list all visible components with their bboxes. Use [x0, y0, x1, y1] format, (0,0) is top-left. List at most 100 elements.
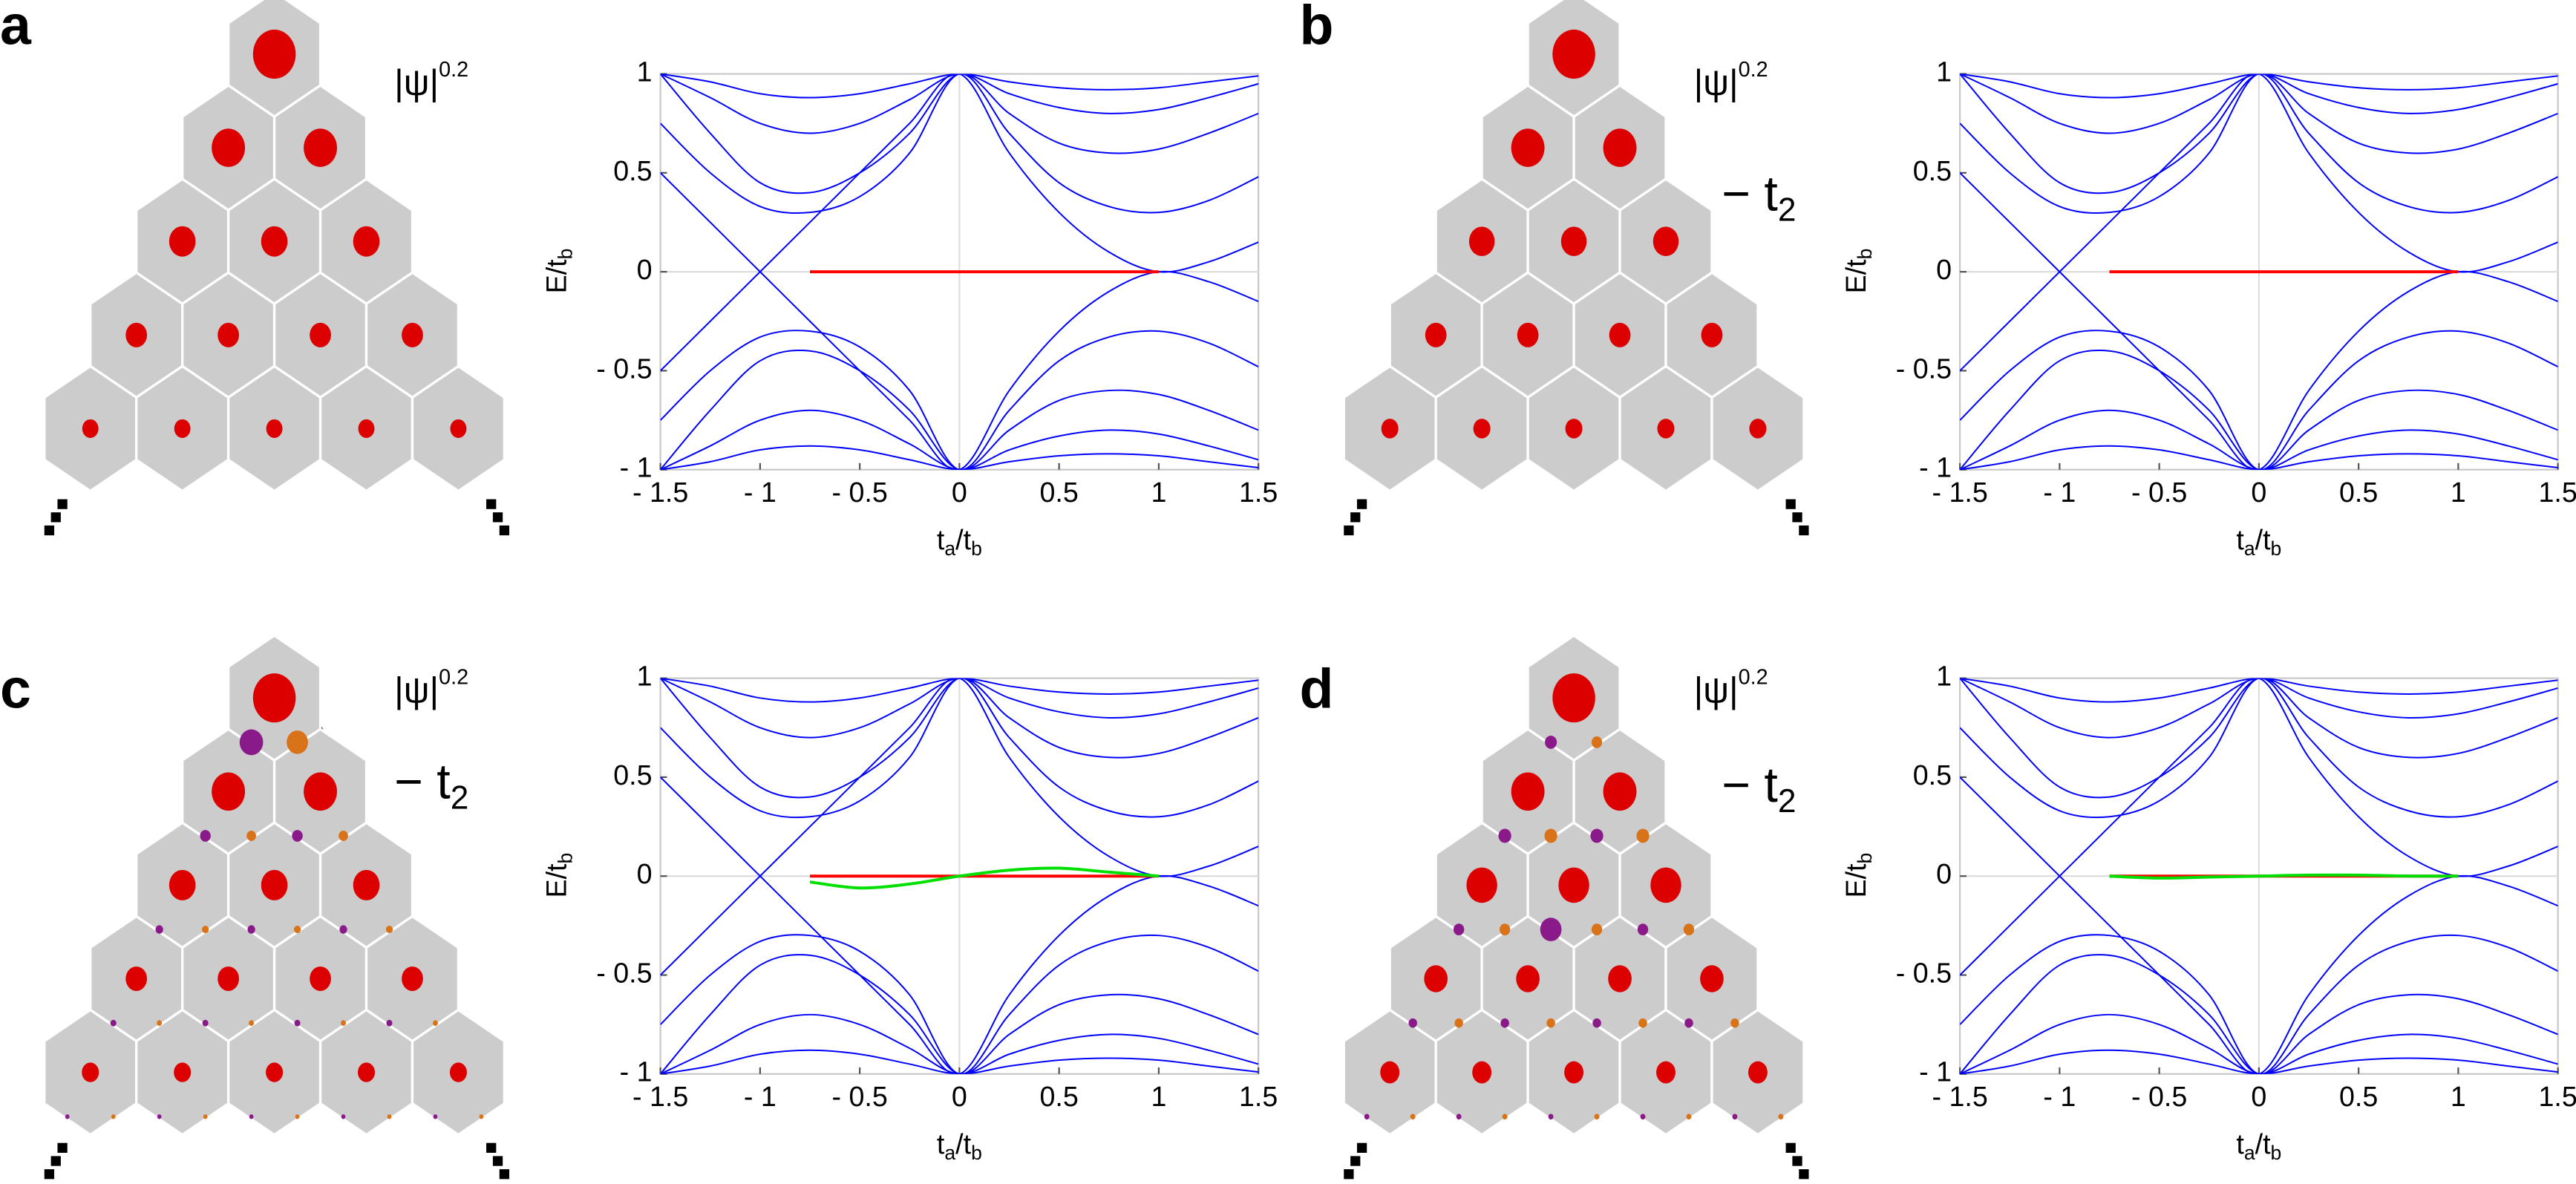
t2-text: − t [394, 754, 451, 809]
x-label-part: t [2236, 1128, 2244, 1160]
y-tick-label: 1 [637, 56, 653, 87]
y-tick-label: 0 [1936, 858, 1952, 889]
sublattice-amplitude [155, 925, 163, 934]
corner-ellipsis [1799, 1169, 1809, 1180]
sublattice-amplitude [203, 1114, 208, 1119]
x-label-part: t [2236, 524, 2244, 555]
sublattice-amplitude [339, 925, 347, 934]
sublattice-amplitude [1498, 828, 1511, 843]
y-tick-label: 0 [637, 254, 653, 285]
panel: a|ψ|0.2- 1- 0.500.51- 1.5- 1- 0.5 0 0.5 1 1.… [0, 0, 1278, 560]
site-amplitude [1425, 322, 1447, 347]
corner-ellipsis [44, 525, 55, 536]
psi-text: |ψ| [1694, 63, 1739, 103]
x-tick-label: 1 [1151, 477, 1166, 508]
site-amplitude [353, 226, 380, 257]
sublattice-amplitude [292, 830, 303, 842]
corner-ellipsis [1792, 512, 1802, 523]
site-amplitude [310, 322, 331, 347]
x-tick-label: 1.5 [2539, 477, 2576, 508]
sublattice-amplitude [1410, 1113, 1416, 1120]
y-tick-label: - 1 [620, 452, 653, 483]
x-tick-label: 0.5 [1040, 1081, 1079, 1112]
site-amplitude [1516, 965, 1540, 992]
sublattice-amplitude [1732, 1113, 1738, 1120]
t2-sub: 2 [1778, 192, 1797, 228]
site-amplitude [218, 966, 239, 992]
panel-label: b [1299, 0, 1333, 56]
x-tick-label: 1 [2451, 1081, 2466, 1112]
psi-text: |ψ| [394, 670, 439, 710]
x-tick-label: 0 [2251, 477, 2266, 508]
spectrum-line [660, 445, 1259, 470]
plot-area [660, 73, 1259, 470]
site-amplitude [1603, 128, 1637, 167]
y-tick-label: 1 [637, 661, 653, 692]
x-label-part: /t [955, 1128, 971, 1160]
x-label-sub: a [944, 1142, 955, 1164]
x-label-sub: a [2244, 537, 2255, 560]
sublattice-amplitude [1594, 1113, 1600, 1120]
plot-area [1960, 73, 2558, 470]
site-amplitude [1558, 867, 1589, 903]
site-amplitude [1381, 419, 1399, 439]
site-amplitude [1472, 1061, 1492, 1084]
x-axis-label: ta/tb [937, 524, 982, 560]
sublattice-amplitude [1638, 1018, 1647, 1028]
corner-ellipsis [44, 1169, 55, 1180]
y-tick-label: - 0.5 [596, 353, 652, 384]
x-tick-label: 1 [2451, 477, 2466, 508]
x-label-sub: b [2271, 1142, 2282, 1164]
sublattice-amplitude [341, 1114, 346, 1119]
sublattice-amplitude [1500, 1018, 1509, 1028]
y-label-part: E/t [540, 863, 572, 898]
y-axis-label: E/tb [540, 249, 576, 294]
site-amplitude [1552, 673, 1595, 723]
sublattice-amplitude [1548, 1113, 1554, 1120]
corner-ellipsis [57, 1142, 68, 1153]
sublattice-amplitude [433, 1114, 438, 1119]
sublattice-amplitude [295, 1114, 300, 1119]
sublattice-amplitude [200, 830, 211, 842]
y-label-sub: b [555, 249, 577, 260]
x-axis-label: ta/tb [2236, 1128, 2281, 1164]
site-amplitude [252, 29, 296, 79]
site-amplitude [402, 322, 423, 347]
site-amplitude [1511, 128, 1545, 167]
site-amplitude [1748, 1061, 1768, 1084]
x-label-part: t [937, 1128, 945, 1160]
site-amplitude [1473, 419, 1491, 439]
site-amplitude [169, 869, 196, 900]
spectrum-line [660, 678, 1259, 703]
spectrum-line [1960, 1013, 2558, 1074]
spectrum-line [660, 934, 1259, 1074]
corner-ellipsis [1344, 1169, 1354, 1180]
lattice [43, 0, 510, 536]
x-tick-label: 1.5 [1239, 477, 1278, 508]
x-tick-label: - 0.5 [2131, 477, 2187, 508]
site-amplitude [1552, 29, 1595, 79]
sublattice-amplitude [249, 1114, 254, 1119]
corner-ellipsis [1356, 1142, 1367, 1153]
spectrum-line [1960, 73, 2558, 99]
y-label-sub: b [1854, 853, 1876, 864]
sublattice-amplitude [287, 730, 308, 754]
spectrum-line [1960, 409, 2558, 470]
x-label-part: /t [2255, 1128, 2271, 1160]
spectrum-line [660, 1049, 1259, 1074]
corner-ellipsis [50, 512, 61, 523]
sublattice-amplitude [1636, 828, 1650, 843]
x-label-part: /t [955, 524, 971, 555]
x-tick-label: - 0.5 [2131, 1081, 2187, 1112]
sublattice-amplitude [1640, 1113, 1646, 1120]
y-tick-label: 0.5 [613, 155, 652, 186]
site-amplitude [304, 128, 337, 167]
t2-label: − t2 [394, 754, 468, 816]
y-tick-label: - 1 [1919, 452, 1952, 483]
site-amplitude [1653, 226, 1679, 257]
spectrum-line [660, 678, 1259, 739]
site-amplitude [450, 419, 467, 438]
sublattice-amplitude [110, 1019, 117, 1027]
psi-label: |ψ|0.2 [1694, 665, 1768, 710]
spectrum-line [1960, 1049, 2558, 1074]
